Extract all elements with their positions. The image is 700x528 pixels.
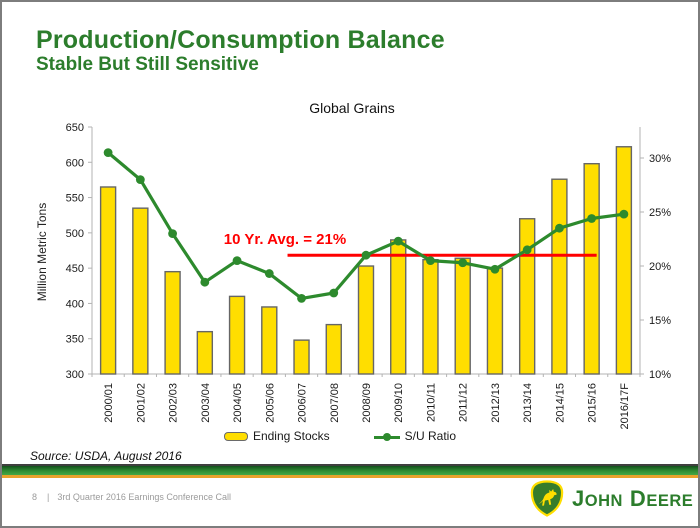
right-tick-label: 20% [649,261,671,273]
x-category-label: 2000/01 [103,383,115,423]
bar-ending-stocks [615,146,633,375]
x-category-label: 2006/07 [297,383,309,423]
bar-ending-stocks [99,186,117,375]
bar-ending-stocks [228,295,246,375]
ending-stocks-swatch-icon [223,431,248,441]
left-tick-label: 400 [66,298,84,310]
left-tick-label: 300 [66,369,84,381]
bar-ending-stocks [551,178,568,375]
x-category-label: 2011/12 [458,383,470,422]
su-ratio-point [458,258,468,268]
su-ratio-point [522,245,532,255]
x-category-label: 2012/13 [490,383,502,423]
footer-caption: 8 | 3rd Quarter 2016 Earnings Conference… [32,492,231,502]
bar-ending-stocks [486,267,504,375]
slide-title: Production/Consumption Balance [36,26,445,54]
bar-ending-stocks [325,323,342,375]
avg-label: 10 Yr. Avg. = 21% [224,231,346,248]
bar-ending-stocks [390,239,407,375]
footer-green-bar [2,466,698,475]
x-category-label: 2008/09 [361,383,373,423]
su-ratio-point [619,209,629,219]
su-ratio-point [168,229,177,238]
su-ratio-point [135,175,145,184]
bar-ending-stocks [132,207,149,375]
slide-subtitle: Stable But Still Sensitive [36,54,259,75]
footer-gold-stripe [2,475,698,478]
left-tick-label: 600 [66,157,84,169]
x-category-label: 2004/05 [232,383,244,423]
x-category-label: 2001/02 [135,383,147,423]
divider-line [2,464,698,466]
x-category-label: 2003/04 [200,383,212,423]
header: Production/Consumption Balance Stable Bu… [36,26,445,76]
bar-ending-stocks [293,339,310,375]
su-ratio-point [232,256,242,265]
chart-legend: Ending Stocks S/U Ratio [2,429,690,443]
source-note: Source: USDA, August 2016 [30,449,182,463]
su-ratio-point [200,277,210,287]
su-ratio-point [426,256,435,265]
x-category-label: 2010/11 [425,383,437,422]
bar-ending-stocks [164,270,181,375]
su-ratio-swatch-icon [373,432,400,441]
john-deere-wordmark: JOHN DEERE [572,485,694,511]
x-category-label: 2005/06 [264,383,276,423]
right-tick-label: 30% [649,153,671,165]
grains-chart: 300 350 400 450 500 550 600 650 10% 15% 20% 25% 30% 2… [66,122,672,430]
left-tick-label: 350 [66,334,84,346]
x-category-label: 2009/10 [393,383,405,423]
x-category-label: 2007/08 [329,383,341,423]
legend-label-su-ratio: S/U Ratio [404,429,457,443]
x-category-label: 2002/03 [168,383,180,423]
footer-divider: | [47,492,50,502]
x-category-label: 2015/16 [587,383,599,423]
su-ratio-point [490,264,500,274]
right-tick-label: 25% [649,207,671,219]
right-tick-label: 10% [649,369,671,381]
legend-item-su-ratio: S/U Ratio [373,429,457,443]
x-category-label: 2013/14 [522,383,534,423]
chart-title: Global Grains [309,100,395,116]
left-tick-label: 450 [66,263,84,275]
bar-ending-stocks [583,162,600,375]
su-ratio-point [329,288,339,298]
page-number: 8 [32,492,38,502]
left-tick-label: 500 [66,228,84,240]
right-tick-label: 15% [649,315,671,327]
john-deere-shield-icon [530,480,564,517]
x-category-label: 2016/17F [619,383,631,430]
legend-item-ending-stocks: Ending Stocks [223,429,330,443]
bar-ending-stocks [518,218,536,375]
su-ratio-point [264,269,274,278]
footer-caption-text: 3rd Quarter 2016 Earnings Conference Cal… [57,492,231,502]
x-category-label: 2014/15 [554,383,566,423]
left-tick-label: 650 [66,122,84,134]
bar-ending-stocks [422,258,439,375]
bar-ending-stocks [196,330,214,375]
bar-ending-stocks [261,306,278,375]
su-ratio-point [103,148,113,157]
su-ratio-point [587,214,597,223]
su-ratio-point [393,236,403,246]
legend-label-ending-stocks: Ending Stocks [252,429,330,443]
left-tick-label: 550 [66,193,84,205]
bar-ending-stocks [454,257,471,375]
bar-ending-stocks [357,265,375,375]
su-ratio-point [297,294,306,303]
su-ratio-point [555,223,564,233]
john-deere-logo: JOHN DEERE [530,480,698,517]
su-ratio-point [361,250,371,260]
